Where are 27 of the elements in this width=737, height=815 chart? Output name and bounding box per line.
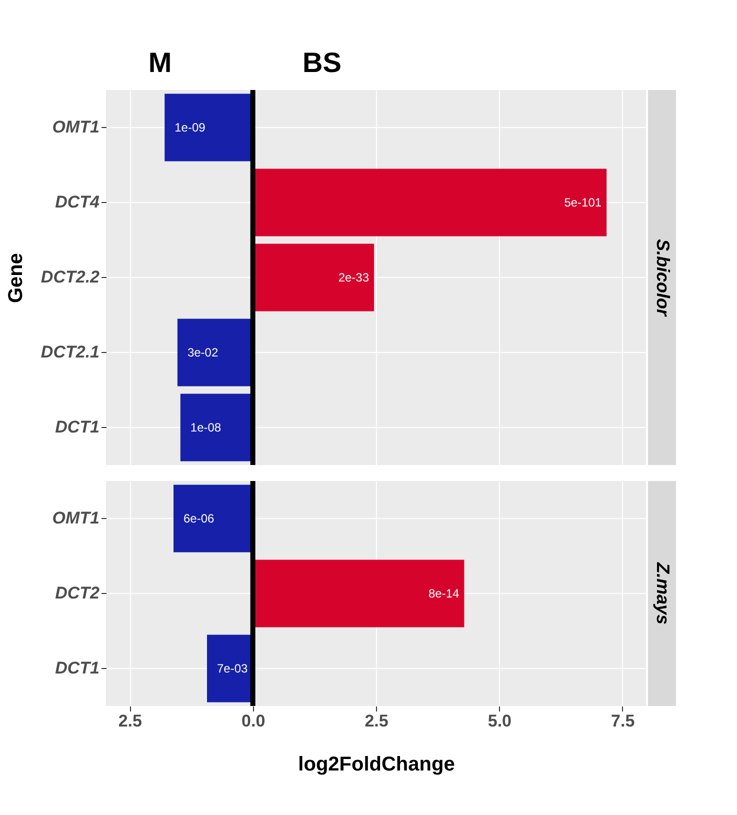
y-tick-label: OMT1: [52, 118, 100, 136]
text: M: [148, 47, 172, 78]
x-tick-label: 5.0: [488, 712, 512, 730]
x-tick-label: 2.5: [364, 712, 388, 730]
x-tick-label: 7.5: [611, 712, 635, 730]
annotation: 2e-33: [338, 270, 370, 284]
y-tick-label: DCT2.1: [40, 342, 100, 362]
x-tick-label: 0.0: [242, 712, 266, 730]
y-tick-label: DCT2: [55, 584, 100, 602]
annotation: 3e-02: [187, 346, 218, 360]
y-tick-label: DCT4: [55, 192, 100, 212]
y-tick-label: DCT1: [55, 418, 100, 436]
text: Z.mays: [653, 561, 673, 625]
y-tick-label: OMT1: [52, 508, 100, 528]
x-axis-title: log2FoldChange: [298, 754, 455, 776]
y-tick-label: DCT1: [55, 658, 100, 678]
y-axis-title: Gene: [4, 252, 27, 304]
annotation: 8e-14: [428, 586, 460, 600]
text: BS: [302, 47, 342, 78]
text: S.bicolor: [653, 238, 673, 317]
x-tick-label: 2.5: [118, 712, 142, 730]
annotation: 1e-08: [190, 420, 222, 434]
annotation: 6e-06: [184, 512, 215, 526]
y-tick-label: DCT2.2: [40, 268, 100, 286]
annotation: 1e-09: [174, 120, 206, 134]
annotation: 5e-101: [564, 196, 602, 210]
annotation: 7e-03: [217, 662, 248, 676]
